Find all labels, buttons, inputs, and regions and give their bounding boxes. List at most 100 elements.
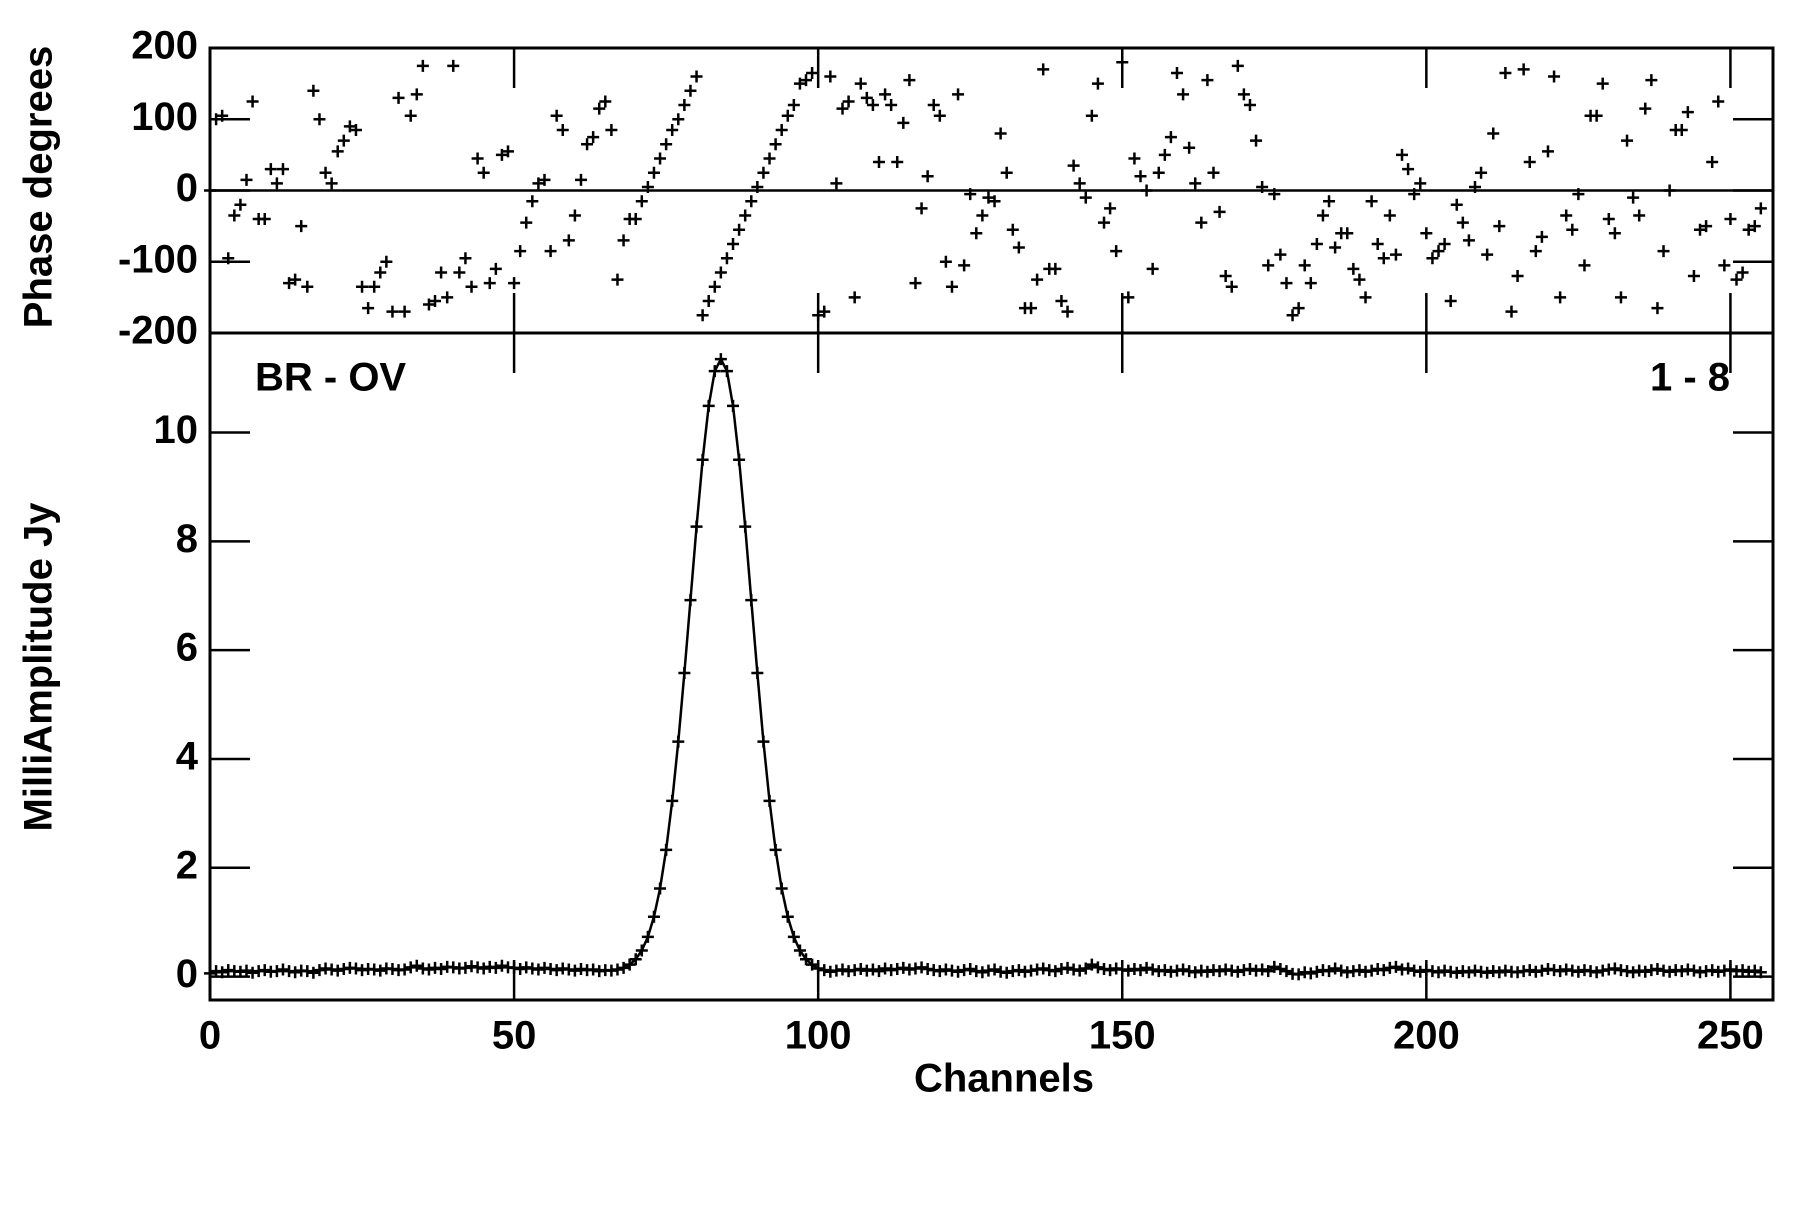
data-point bbox=[641, 930, 654, 943]
data-point bbox=[757, 735, 770, 748]
data-point bbox=[727, 237, 740, 250]
data-point bbox=[356, 280, 369, 293]
data-point bbox=[1736, 964, 1749, 977]
data-point bbox=[1140, 184, 1153, 197]
data-point bbox=[301, 280, 314, 293]
data-point bbox=[1718, 259, 1731, 272]
data-point bbox=[1371, 237, 1384, 250]
data-point bbox=[915, 961, 928, 974]
data-point bbox=[793, 77, 806, 90]
data-point bbox=[684, 84, 697, 97]
data-point bbox=[982, 191, 995, 204]
data-point bbox=[733, 453, 746, 466]
data-point bbox=[1529, 245, 1542, 258]
data-point bbox=[635, 195, 648, 208]
data-point bbox=[1274, 248, 1287, 261]
data-point bbox=[368, 280, 381, 293]
data-point bbox=[654, 882, 667, 895]
data-point bbox=[976, 209, 989, 222]
data-point bbox=[1274, 962, 1287, 975]
data-point bbox=[684, 594, 697, 607]
data-point bbox=[1499, 66, 1512, 79]
data-point bbox=[945, 280, 958, 293]
data-point bbox=[994, 127, 1007, 140]
data-point bbox=[897, 961, 910, 974]
data-point bbox=[939, 255, 952, 268]
data-point bbox=[1511, 270, 1524, 282]
data-point bbox=[647, 910, 660, 923]
data-point bbox=[1754, 966, 1767, 979]
data-point bbox=[1250, 134, 1263, 147]
data-point bbox=[1365, 964, 1378, 977]
data-point bbox=[690, 70, 703, 83]
data-point bbox=[319, 166, 332, 179]
data-point bbox=[331, 145, 344, 158]
data-point bbox=[720, 365, 733, 378]
data-point bbox=[459, 252, 472, 265]
data-point bbox=[1535, 230, 1548, 243]
data-point bbox=[952, 965, 965, 978]
data-point bbox=[1560, 209, 1573, 222]
data-point bbox=[1712, 95, 1725, 108]
data-point bbox=[1383, 209, 1396, 222]
data-point bbox=[1158, 148, 1171, 161]
data-point bbox=[459, 961, 472, 974]
data-point bbox=[1122, 964, 1135, 977]
data-point bbox=[1158, 964, 1171, 977]
data-point bbox=[1602, 213, 1615, 225]
data-point bbox=[1347, 262, 1360, 275]
data-point bbox=[301, 965, 314, 978]
data-point bbox=[349, 962, 362, 975]
data-point bbox=[216, 966, 229, 979]
data-point bbox=[988, 195, 1001, 208]
data-point bbox=[1231, 965, 1244, 978]
data-point bbox=[270, 177, 283, 190]
data-point bbox=[1438, 237, 1451, 250]
data-point bbox=[1627, 966, 1640, 979]
data-point bbox=[1663, 965, 1676, 978]
data-point bbox=[1243, 962, 1256, 975]
y-tick-label: 2 bbox=[176, 843, 198, 887]
data-point bbox=[1104, 964, 1117, 977]
data-point bbox=[1037, 63, 1050, 76]
data-point bbox=[1134, 964, 1147, 977]
data-point bbox=[1037, 962, 1050, 975]
data-point bbox=[508, 277, 521, 290]
data-point bbox=[1049, 262, 1062, 275]
data-point bbox=[1462, 966, 1475, 979]
data-point bbox=[976, 966, 989, 979]
data-point bbox=[751, 180, 764, 193]
data-point bbox=[1335, 964, 1348, 977]
data-point bbox=[672, 113, 685, 126]
data-point bbox=[1310, 237, 1323, 250]
data-point bbox=[617, 961, 630, 974]
data-point bbox=[1262, 259, 1275, 272]
data-point bbox=[1164, 131, 1177, 144]
data-point bbox=[1268, 960, 1281, 973]
data-point bbox=[1079, 191, 1092, 204]
data-point bbox=[1554, 291, 1567, 304]
data-point bbox=[1706, 156, 1719, 168]
data-point bbox=[654, 152, 667, 165]
data-point bbox=[410, 959, 423, 972]
data-point bbox=[404, 961, 417, 974]
data-point bbox=[1541, 145, 1554, 158]
data-point bbox=[915, 202, 928, 215]
data-point bbox=[970, 227, 983, 240]
data-point bbox=[1754, 202, 1767, 215]
data-point bbox=[720, 252, 733, 265]
data-point bbox=[313, 964, 326, 977]
data-point bbox=[1487, 127, 1500, 140]
data-point bbox=[489, 262, 502, 275]
y-tick-label: 200 bbox=[131, 24, 198, 68]
data-point bbox=[812, 309, 825, 322]
data-point bbox=[806, 958, 819, 971]
data-point bbox=[532, 177, 545, 190]
data-point bbox=[1420, 227, 1433, 240]
data-point bbox=[714, 353, 727, 366]
data-point bbox=[1475, 166, 1488, 179]
data-point bbox=[398, 963, 411, 976]
data-point bbox=[660, 138, 673, 151]
data-point bbox=[416, 59, 429, 72]
data-point bbox=[1687, 964, 1700, 977]
